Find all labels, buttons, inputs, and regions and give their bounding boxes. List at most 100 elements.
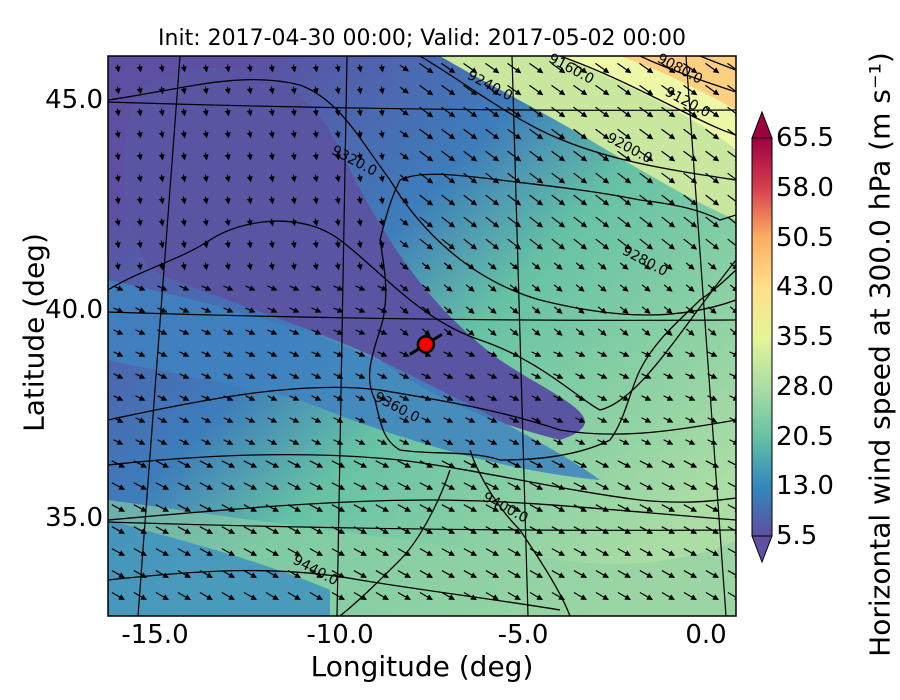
wind-arrow (243, 504, 258, 512)
wind-arrow (356, 262, 363, 271)
wind-arrow (265, 504, 280, 512)
wind-arrow (309, 482, 324, 490)
wind-arrow (729, 417, 736, 423)
wind-arrow (312, 86, 319, 95)
wind-arrow (399, 262, 409, 270)
wind-arrow (487, 395, 498, 401)
wind-arrow (705, 592, 719, 600)
wind-arrow (619, 306, 629, 314)
wind-arrow (485, 238, 500, 250)
wind-arrow (639, 504, 654, 512)
wind-arrow (639, 84, 654, 96)
wind-arrow (268, 196, 275, 205)
wind-arrow (114, 64, 121, 73)
wind-arrow (378, 196, 385, 205)
wind-arrow (421, 373, 432, 379)
axes-frame (107, 55, 737, 617)
wind-arrow (441, 548, 456, 556)
wind-arrow (573, 84, 588, 96)
wind-arrow (399, 306, 409, 314)
wind-arrow (334, 218, 341, 227)
wind-arrow (507, 150, 522, 162)
wind-arrow (356, 196, 363, 205)
wind-arrow (661, 216, 676, 228)
wind-arrow (639, 570, 653, 578)
wind-arrow (199, 504, 214, 512)
wind-arrow (289, 439, 300, 445)
wind-arrow (641, 351, 652, 357)
wind-arrow (111, 526, 126, 534)
wind-arrow (135, 285, 146, 291)
wind-arrow (114, 174, 121, 183)
wind-arrow (663, 373, 674, 379)
wind-arrow (683, 194, 698, 206)
wind-arrow (465, 439, 476, 445)
wind-arrow (705, 570, 719, 578)
wind-arrow (179, 307, 190, 313)
wind-arrow (113, 307, 124, 313)
wind-arrow (246, 108, 253, 117)
wind-arrow (133, 526, 148, 534)
wind-arrow (617, 128, 632, 140)
wind-arrow (331, 504, 346, 512)
wind-arrow (201, 351, 212, 357)
southwest-band-fill (108, 520, 330, 616)
wind-arrow (487, 262, 497, 270)
wind-arrow (507, 62, 522, 74)
wind-arrow (727, 592, 736, 600)
wind-arrow (683, 150, 698, 162)
wind-arrow (641, 417, 652, 423)
colorbar-tick-label: 20.5 (776, 421, 834, 452)
wind-arrow (397, 548, 412, 556)
wind-arrow (443, 328, 453, 336)
wind-arrow (243, 526, 258, 534)
wind-arrow (551, 504, 566, 512)
wind-arrow (202, 218, 209, 227)
wind-arrow (705, 128, 720, 140)
wind-arrow (727, 460, 736, 468)
wind-arrow (619, 373, 630, 379)
wind-arrow (353, 592, 367, 600)
wind-arrow (158, 196, 165, 205)
wind-arrow (311, 307, 322, 313)
wind-arrow (155, 504, 170, 512)
wind-arrow (553, 417, 564, 423)
wind-arrow (529, 106, 544, 118)
wind-arrow (531, 351, 542, 357)
wind-arrow (309, 592, 323, 600)
wind-arrow (158, 152, 165, 161)
wind-arrow (595, 194, 610, 206)
wind-arrow (573, 526, 588, 534)
wind-arrow (529, 570, 543, 578)
wind-arrow (114, 108, 121, 117)
wind-arrow (661, 460, 676, 468)
wind-arrow (595, 238, 610, 250)
wind-arrow (507, 84, 522, 96)
wind-arrow (289, 329, 300, 335)
wind-arrow (377, 395, 388, 401)
wind-arrow (485, 592, 499, 600)
wind-arrow (111, 592, 125, 600)
wind-arrow (639, 548, 654, 556)
wind-arrow (551, 172, 566, 184)
wind-arrow (531, 373, 542, 379)
wind-arrow (177, 482, 192, 490)
wind-arrow (705, 548, 720, 556)
wind-arrow (290, 64, 297, 73)
wind-arrow (509, 373, 520, 379)
wind-arrow (113, 439, 124, 445)
wind-arrow (441, 504, 456, 512)
wind-arrow (287, 504, 302, 512)
wind-arrow (309, 526, 324, 534)
wind-arrow (355, 373, 366, 379)
wind-arrow (441, 194, 456, 206)
colorbar-extend-bottom (751, 535, 773, 564)
wind-arrow (619, 439, 630, 445)
wind-arrow (224, 218, 231, 227)
wind-arrow (641, 439, 652, 445)
wind-arrow (333, 439, 344, 445)
wind-arrow (356, 64, 363, 73)
wind-arrow (419, 62, 434, 74)
wind-arrow (114, 196, 121, 205)
wind-arrow (573, 194, 588, 206)
